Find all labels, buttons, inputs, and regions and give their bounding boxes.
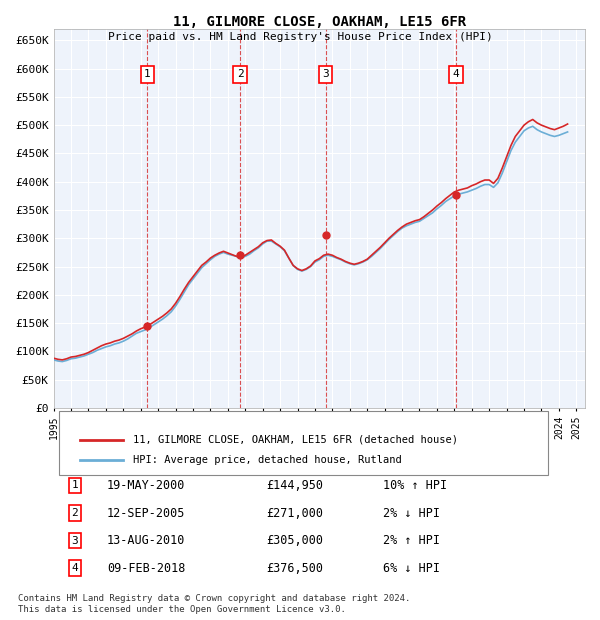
Text: £305,000: £305,000 bbox=[266, 534, 323, 547]
Text: 12-SEP-2005: 12-SEP-2005 bbox=[107, 507, 185, 520]
Text: 4: 4 bbox=[452, 69, 460, 79]
Text: 2: 2 bbox=[71, 508, 78, 518]
Text: 13-AUG-2010: 13-AUG-2010 bbox=[107, 534, 185, 547]
Text: Contains HM Land Registry data © Crown copyright and database right 2024.
This d: Contains HM Land Registry data © Crown c… bbox=[18, 595, 410, 614]
Text: 10% ↑ HPI: 10% ↑ HPI bbox=[383, 479, 447, 492]
Text: £376,500: £376,500 bbox=[266, 562, 323, 575]
Text: HPI: Average price, detached house, Rutland: HPI: Average price, detached house, Rutl… bbox=[133, 454, 402, 464]
Text: 4: 4 bbox=[71, 563, 78, 573]
Text: 1: 1 bbox=[144, 69, 151, 79]
Text: 2% ↑ HPI: 2% ↑ HPI bbox=[383, 534, 440, 547]
Text: 2% ↓ HPI: 2% ↓ HPI bbox=[383, 507, 440, 520]
Text: 11, GILMORE CLOSE, OAKHAM, LE15 6FR (detached house): 11, GILMORE CLOSE, OAKHAM, LE15 6FR (det… bbox=[133, 435, 458, 445]
Text: 1: 1 bbox=[71, 480, 78, 490]
Text: £271,000: £271,000 bbox=[266, 507, 323, 520]
Text: 2: 2 bbox=[236, 69, 244, 79]
Text: 19-MAY-2000: 19-MAY-2000 bbox=[107, 479, 185, 492]
Title: 11, GILMORE CLOSE, OAKHAM, LE15 6FR: 11, GILMORE CLOSE, OAKHAM, LE15 6FR bbox=[173, 15, 466, 29]
Text: £144,950: £144,950 bbox=[266, 479, 323, 492]
Text: Price paid vs. HM Land Registry's House Price Index (HPI): Price paid vs. HM Land Registry's House … bbox=[107, 32, 493, 42]
Text: 09-FEB-2018: 09-FEB-2018 bbox=[107, 562, 185, 575]
Text: 3: 3 bbox=[71, 536, 78, 546]
Text: 6% ↓ HPI: 6% ↓ HPI bbox=[383, 562, 440, 575]
FancyBboxPatch shape bbox=[59, 412, 548, 475]
Text: 3: 3 bbox=[322, 69, 329, 79]
